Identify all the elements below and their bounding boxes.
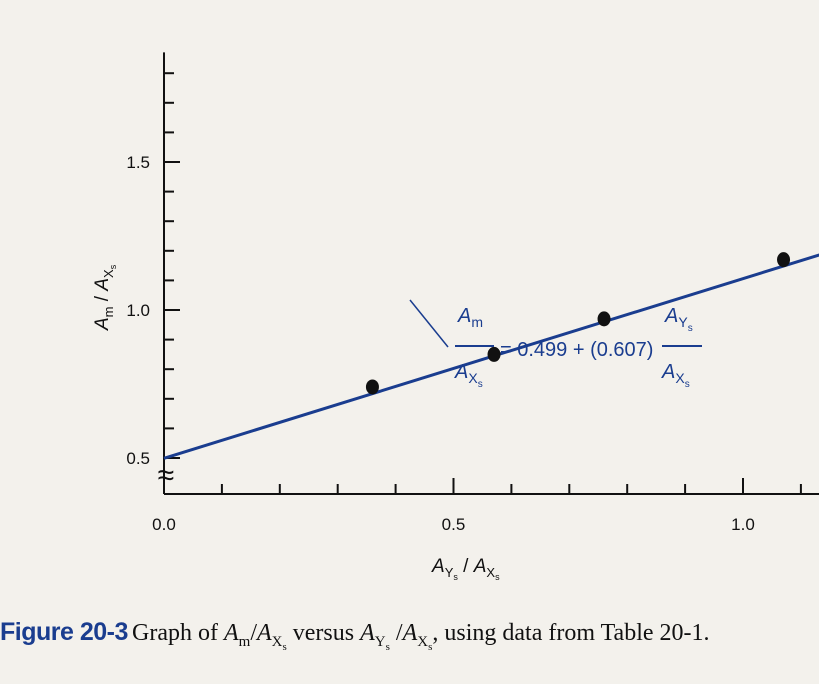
- data-point: [487, 346, 501, 362]
- equation-intercept-text: = 0.499 + (0.607): [500, 339, 653, 361]
- data-point: [597, 311, 611, 327]
- data-point: [365, 379, 379, 395]
- figure-label: Figure 20-3: [0, 618, 128, 646]
- equation-rhs-denominator: AXs: [661, 361, 690, 390]
- y-tick-label: 0.5: [126, 449, 150, 468]
- chart: 0.00.51.01.52.0 0.51.01.5 ≈ Am AXs = 0.4…: [92, 52, 819, 582]
- x-tick-label: 0.0: [152, 515, 176, 534]
- equation-leader-line: [409, 299, 449, 348]
- data-points: [365, 252, 791, 395]
- equation-rhs-numerator: AYs: [664, 305, 693, 334]
- axis-break: ≈: [158, 459, 174, 492]
- data-point: [777, 252, 791, 268]
- equation-lhs-numerator: Am: [457, 305, 483, 330]
- y-axis-title: Am / AXs: [92, 264, 118, 331]
- y-tick-label: 1.0: [126, 301, 150, 320]
- x-tick-label: 0.5: [442, 515, 466, 534]
- figure-caption-text: Graph of Am/AXs versus AYs /AXs, using d…: [132, 620, 710, 653]
- x-axis-title: AYs / AXs: [431, 556, 500, 582]
- fit-equation: Am AXs = 0.499 + (0.607) AYs AXs: [454, 305, 702, 390]
- y-ticks: 0.5 1.0 1.5: [126, 72, 180, 468]
- fit-line: [163, 253, 819, 460]
- x-tick-label: 1.0: [731, 515, 755, 534]
- figure-caption: Figure 20-3 Graph of Am/AXs versus AYs /…: [0, 612, 819, 653]
- y-tick-label: 1.5: [126, 153, 150, 172]
- x-ticks: 0.00.51.01.52.0: [152, 478, 802, 534]
